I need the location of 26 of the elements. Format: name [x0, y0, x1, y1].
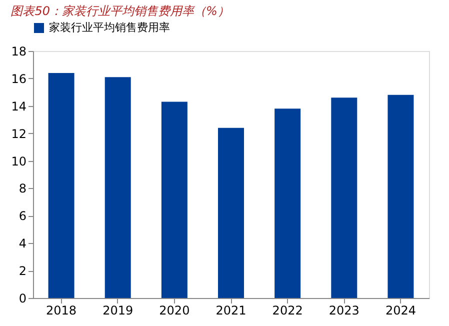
bar [104, 77, 131, 298]
bar [218, 128, 244, 298]
y-tick-label: 6 [18, 209, 26, 224]
x-tick-label: 2022 [272, 304, 303, 318]
bar [388, 94, 414, 298]
bar [161, 102, 188, 298]
y-tick-label: 8 [18, 182, 26, 196]
x-tick-label: 2018 [46, 304, 77, 318]
bar [274, 108, 301, 298]
bar [331, 98, 358, 298]
legend-label: 家装行业平均销售费用率 [49, 21, 170, 34]
y-tick-label: 2 [18, 264, 26, 278]
y-tick-label: 12 [11, 126, 26, 141]
y-tick-label: 10 [11, 154, 26, 168]
y-tick-label: 18 [11, 44, 26, 58]
y-tick-label: 0 [18, 292, 26, 306]
x-tick-label: 2020 [159, 304, 190, 318]
x-tick-label: 2023 [328, 304, 360, 318]
bar [48, 72, 74, 298]
x-tick-label: 2024 [385, 304, 416, 318]
x-tick-label: 2019 [102, 304, 134, 318]
chart-title: 图表50：家装行业平均销售费用率（%） [10, 4, 230, 18]
x-tick-label: 2021 [216, 304, 246, 318]
y-tick-label: 14 [11, 99, 26, 114]
y-tick-label: 16 [11, 72, 26, 86]
y-tick-label: 4 [18, 236, 26, 251]
